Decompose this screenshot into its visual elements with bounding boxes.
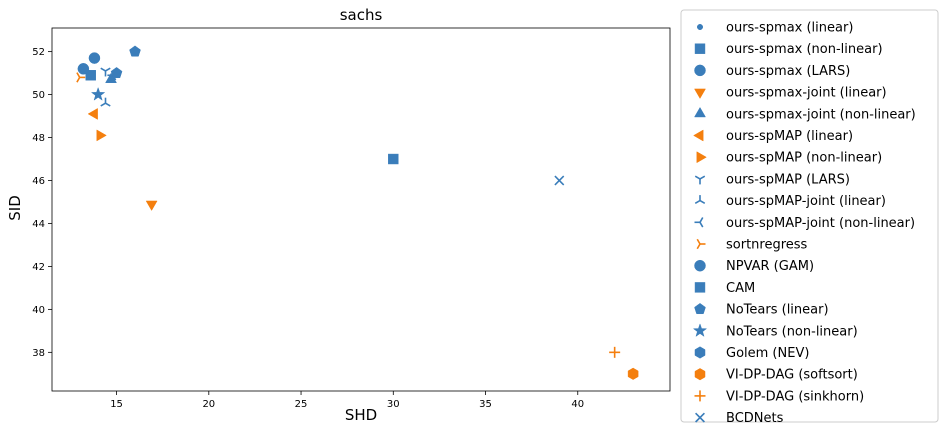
data-point [85,70,96,81]
legend-label: VI-DP-DAG (softsort) [726,368,858,383]
legend-marker [694,259,706,272]
legend-marker [695,412,705,423]
data-point [87,108,98,120]
legend-marker [694,106,706,118]
y-axis-label: SID [6,195,24,221]
data-point [110,67,123,79]
legend-label: ours-spmax (LARS) [726,64,850,79]
y-tick-label: 38 [32,348,45,359]
data-point [129,45,141,57]
x-tick-label: 35 [479,399,492,410]
x-axis-label: SHD [345,406,377,424]
data-point [96,129,107,142]
legend: ours-spmax (linear) ours-spmax (non-linea… [680,9,939,425]
legend-label: sortnregress [726,238,808,253]
legend-marker [696,238,706,250]
legend-marker [694,282,706,293]
legend-label: ours-spmax-joint (linear) [726,86,887,101]
legend-marker [694,368,706,381]
y-tick-label: 42 [32,262,45,273]
data-point [388,153,399,165]
data-point [609,346,621,358]
legend-label: VI-DP-DAG (sinkhorn) [726,389,864,404]
legend-marker [694,346,706,359]
legend-label: ours-spMAP (non-linear) [726,151,882,166]
x-tick-label: 25 [295,399,308,410]
data-point [100,97,111,107]
data-point [627,367,639,380]
y-tick-label: 40 [32,305,45,316]
legend-label: ours-spMAP-joint (non-linear) [726,216,915,231]
legend-marker [694,43,706,54]
legend-label: CAM [726,281,755,296]
x-tick-label: 30 [387,399,400,410]
data-point [88,52,101,64]
data-point [145,200,158,211]
y-tick-label: 52 [32,47,45,58]
data-point [554,175,565,186]
legend-label: ours-spmax (linear) [726,21,853,36]
legend-marker [694,217,704,228]
legend-marker [696,151,707,164]
legend-marker [693,129,704,142]
legend-label: ours-spMAP-joint (linear) [726,194,886,209]
y-tick-label: 50 [32,90,45,101]
legend-label: NoTears (linear) [726,303,829,318]
plot-frame [51,27,671,392]
plot-area: 15 20 25 30 35 40 38 40 42 44 46 48 50 52 [32,27,671,410]
legend-marker [694,88,706,99]
legend-label: BCDNets [726,411,784,425]
legend-marker [694,303,706,315]
legend-marker [694,175,706,185]
legend-label: ours-spMAP (linear) [726,129,853,144]
legend-marker [692,323,708,337]
data-point [100,67,111,77]
data-point [90,86,106,101]
legend-label: ours-spMAP (LARS) [726,172,850,187]
x-tick-label: 20 [202,399,215,410]
y-tick-label: 44 [32,219,45,230]
legend-label: ours-spmax (non-linear) [726,42,883,57]
legend-label: Golem (NEV) [726,346,809,361]
legend-label: NPVAR (GAM) [726,259,814,274]
legend-marker [694,64,706,77]
data-point [76,72,86,83]
chart-title: sachs [340,6,383,24]
data-point [77,63,90,75]
legend-frame [680,9,939,423]
y-tick-label: 46 [32,176,45,187]
legend-marker [694,195,706,205]
x-tick-label: 15 [110,399,123,410]
legend-label: ours-spmax-joint (non-linear) [726,107,916,122]
legend-marker [697,24,703,30]
y-tick-label: 48 [32,133,45,144]
x-tick-label: 40 [571,399,584,410]
legend-marker [694,390,706,402]
legend-label: NoTears (non-linear) [726,324,858,339]
